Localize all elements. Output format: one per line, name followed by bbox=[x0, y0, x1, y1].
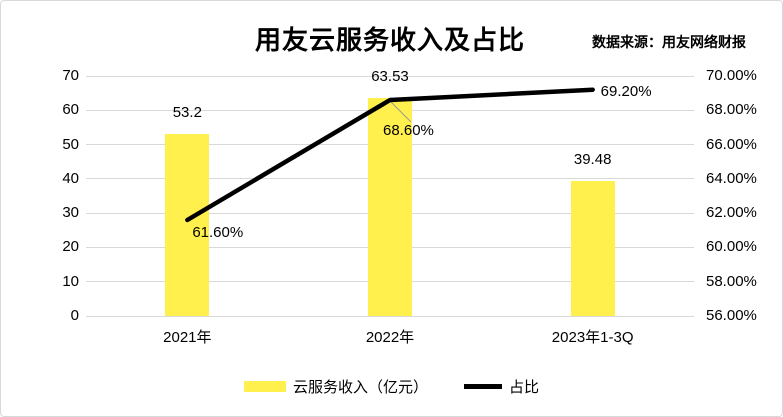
legend-line-swatch bbox=[464, 384, 502, 389]
right-axis-tick: 62.00% bbox=[706, 204, 757, 222]
gridline bbox=[86, 315, 694, 317]
ratio-point-label: 69.20% bbox=[600, 82, 652, 100]
right-axis-tick: 58.00% bbox=[706, 272, 757, 290]
right-axis-tick: 68.00% bbox=[706, 101, 757, 119]
left-axis-tick: 0 bbox=[70, 307, 79, 324]
legend-bar-label: 云服务收入（亿元） bbox=[292, 379, 428, 396]
bar-value-label: 39.48 bbox=[573, 150, 612, 168]
x-axis-label: 2022年 bbox=[365, 329, 415, 346]
right-axis-tick: 70.00% bbox=[706, 67, 757, 84]
left-axis-tick: 10 bbox=[62, 272, 79, 290]
legend-bar-swatch bbox=[243, 381, 286, 392]
left-axis-tick: 60 bbox=[62, 101, 79, 119]
right-axis-tick: 66.00% bbox=[706, 135, 757, 153]
legend: 云服务收入（亿元） 占比 bbox=[1, 376, 782, 397]
ratio-point-label: 61.60% bbox=[192, 224, 244, 241]
legend-line-label: 占比 bbox=[509, 379, 540, 396]
bar-value-label: 53.2 bbox=[172, 103, 202, 121]
chart-title: 用友云服务收入及占比 bbox=[254, 25, 525, 55]
bar-value-label: 63.53 bbox=[371, 68, 409, 86]
left-axis-tick: 30 bbox=[62, 204, 79, 222]
revenue-bar bbox=[570, 180, 615, 316]
left-axis-tick: 40 bbox=[62, 169, 79, 187]
right-axis-tick: 56.00% bbox=[706, 307, 757, 324]
right-axis-tick: 64.00% bbox=[706, 169, 757, 187]
left-axis-tick: 50 bbox=[62, 135, 79, 153]
legend-item-ratio: 占比 bbox=[464, 376, 539, 397]
right-axis-tick: 60.00% bbox=[706, 238, 757, 256]
gridline bbox=[86, 75, 694, 77]
data-source-note: 数据来源：用友网络财报 bbox=[592, 34, 746, 50]
x-axis-label: 2023年1-3Q bbox=[551, 329, 634, 346]
left-axis-tick: 70 bbox=[62, 67, 79, 84]
ratio-point-label: 68.60% bbox=[383, 122, 434, 139]
x-axis-label: 2021年 bbox=[163, 329, 212, 346]
legend-item-revenue: 云服务收入（亿元） bbox=[243, 376, 428, 397]
left-axis-tick: 20 bbox=[62, 238, 79, 256]
